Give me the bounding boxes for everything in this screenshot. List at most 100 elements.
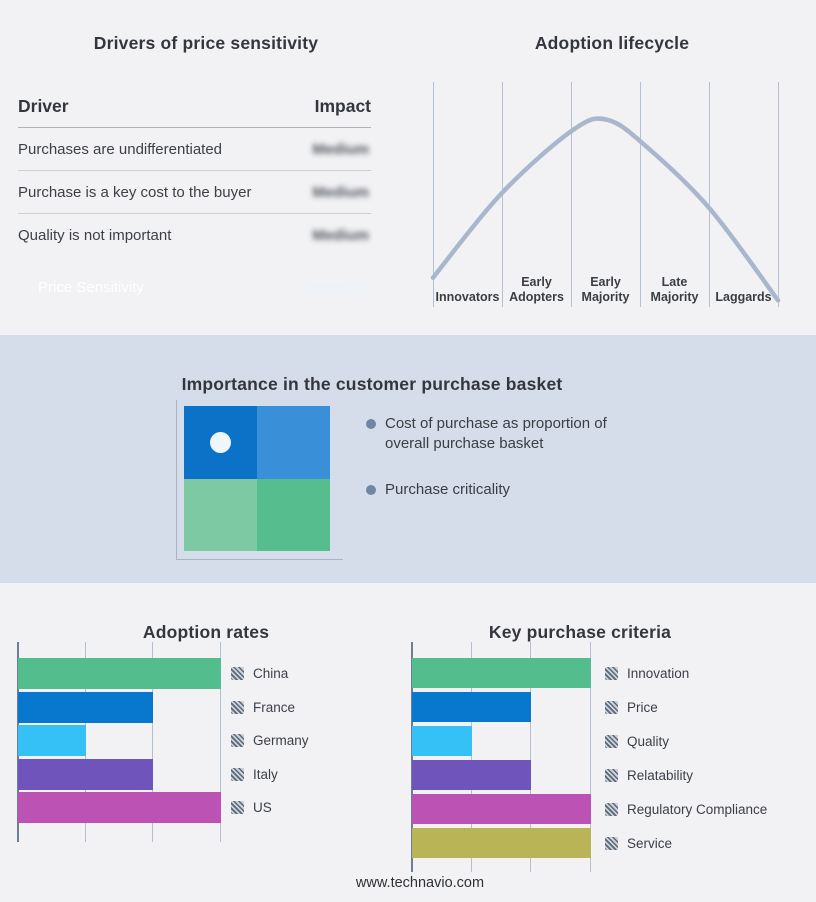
lifecycle-gridline bbox=[778, 82, 779, 307]
bar-china bbox=[18, 658, 221, 689]
adoption-rates-title: Adoption rates bbox=[142, 621, 270, 642]
lifecycle-stage-label: Innovators bbox=[435, 290, 500, 304]
legend-item-innovation: Innovation bbox=[605, 665, 689, 682]
price-sensitivity-label: Price Sensitivity bbox=[38, 278, 144, 296]
bar-italy bbox=[18, 758, 154, 790]
column-header-driver: Driver bbox=[18, 96, 69, 116]
key-purchase-criteria-axis bbox=[411, 642, 413, 872]
hatched-swatch-icon bbox=[605, 700, 618, 714]
adoption-rates-gridline bbox=[152, 642, 154, 842]
legend-label: Relatability bbox=[627, 767, 694, 783]
matrix-cell-top-left bbox=[184, 406, 257, 479]
legend-label: Innovation bbox=[627, 665, 690, 681]
lifecycle-stage-label: Laggards bbox=[715, 290, 772, 304]
hatched-swatch-icon bbox=[231, 667, 244, 680]
driver-table-row: Quality is not important Medium bbox=[18, 214, 371, 256]
legend-item-us: US bbox=[231, 799, 272, 816]
price-sensitivity-row: Price Sensitivity Medium bbox=[18, 269, 387, 305]
bar-germany bbox=[18, 725, 86, 756]
bullet-item: Purchase criticality bbox=[366, 480, 614, 500]
legend-item-price: Price bbox=[605, 699, 658, 716]
basket-title: Importance in the customer purchase bask… bbox=[181, 373, 563, 394]
legend-label: Service bbox=[627, 835, 673, 851]
lifecycle-chart: Innovators Early Adopters Early Majority La… bbox=[430, 82, 781, 307]
key-purchase-criteria-gridline bbox=[530, 642, 532, 872]
bar-us bbox=[18, 792, 221, 823]
legend-item-quality: Quality bbox=[605, 733, 669, 750]
impact-cell-blurred: Medium bbox=[312, 226, 369, 244]
lifecycle-stage-label: Early Majority bbox=[581, 275, 630, 304]
lifecycle-gridline bbox=[709, 82, 710, 307]
matrix-cell-bottom-left bbox=[184, 478, 257, 551]
basket-bullet-list: Cost of purchase as proportion of overal… bbox=[366, 414, 614, 526]
hatched-swatch-icon bbox=[231, 734, 244, 747]
legend-label: Price bbox=[627, 699, 658, 715]
legend-item-service: Service bbox=[605, 835, 672, 852]
drivers-table-body: Purchases are undifferentiated Medium Purc… bbox=[18, 128, 371, 256]
bullet-item: Cost of purchase as proportion of overal… bbox=[366, 414, 614, 454]
lifecycle-curve bbox=[430, 116, 781, 303]
lifecycle-gridline bbox=[571, 82, 572, 307]
hatched-swatch-icon bbox=[605, 836, 618, 850]
purchase-basket-band bbox=[0, 335, 816, 583]
lifecycle-panel-title: Adoption lifecycle bbox=[534, 32, 690, 53]
quadrant-x-axis bbox=[176, 559, 343, 560]
legend-label: France bbox=[253, 699, 296, 715]
hatched-swatch-icon bbox=[605, 666, 618, 680]
legend-label: Quality bbox=[627, 733, 670, 749]
website-link: www.technavio.com bbox=[355, 875, 485, 891]
lifecycle-stage-label: Late Majority bbox=[650, 275, 699, 304]
key-purchase-criteria-gridline bbox=[470, 642, 472, 872]
hatched-swatch-icon bbox=[231, 700, 244, 714]
drivers-panel-title: Drivers of price sensitivity bbox=[93, 32, 319, 53]
quadrant-y-axis bbox=[176, 400, 177, 560]
bullet-marker-icon bbox=[366, 485, 376, 495]
legend-item-relatability: Relatability bbox=[605, 767, 693, 784]
driver-table-row: Purchases are undifferentiated Medium bbox=[18, 128, 371, 171]
driver-cell: Purchases are undifferentiated bbox=[18, 140, 223, 158]
driver-cell: Purchase is a key cost to the buyer bbox=[18, 183, 252, 201]
position-marker-dot bbox=[210, 432, 231, 453]
bullet-text: Cost of purchase as proportion of overal… bbox=[385, 415, 607, 452]
driver-table-row: Purchase is a key cost to the buyer Mediu… bbox=[18, 171, 371, 214]
hatched-swatch-icon bbox=[231, 801, 244, 814]
adoption-rates-gridline bbox=[220, 642, 221, 842]
bar-price bbox=[412, 692, 532, 722]
matrix-cell-bottom-right bbox=[257, 478, 330, 551]
drivers-table-header: Driver Impact bbox=[18, 96, 371, 128]
driver-cell: Quality is not important bbox=[18, 226, 172, 244]
hatched-swatch-icon bbox=[605, 802, 618, 816]
bar-relatability bbox=[412, 760, 532, 790]
bar-innovation bbox=[412, 658, 591, 688]
legend-label: Regulatory Compliance bbox=[627, 801, 768, 817]
key-purchase-criteria-title: Key purchase criteria bbox=[488, 621, 672, 642]
bar-regulatory-compliance bbox=[412, 794, 591, 824]
bar-service bbox=[412, 828, 591, 858]
price-sensitivity-impact-blurred: Medium bbox=[306, 278, 363, 296]
legend-item-regulatory-compliance: Regulatory Compliance bbox=[605, 801, 767, 818]
legend-item-italy: Italy bbox=[231, 766, 278, 783]
bar-france bbox=[18, 691, 154, 723]
lifecycle-stage-label: Early Adopters bbox=[509, 275, 564, 304]
column-header-impact: Impact bbox=[314, 96, 371, 116]
bullet-marker-icon bbox=[366, 419, 376, 429]
purchase-basket-matrix bbox=[184, 406, 330, 551]
legend-item-france: France bbox=[231, 699, 295, 716]
legend-label: Italy bbox=[253, 766, 278, 782]
hatched-swatch-icon bbox=[605, 768, 618, 782]
bullet-text: Purchase criticality bbox=[385, 481, 511, 498]
legend-label: Germany bbox=[253, 733, 309, 748]
key-purchase-criteria-gridline bbox=[590, 642, 591, 872]
impact-cell-blurred: Medium bbox=[312, 140, 369, 158]
impact-cell-blurred: Medium bbox=[312, 183, 369, 201]
legend-label: US bbox=[253, 800, 272, 815]
lifecycle-gridline bbox=[640, 82, 641, 307]
legend-item-china: China bbox=[231, 665, 288, 682]
legend-item-germany: Germany bbox=[231, 732, 309, 749]
matrix-cell-top-right bbox=[257, 406, 330, 479]
hatched-swatch-icon bbox=[605, 734, 618, 748]
lifecycle-gridline bbox=[433, 82, 434, 307]
hatched-swatch-icon bbox=[231, 767, 244, 781]
bar-quality bbox=[412, 726, 472, 756]
